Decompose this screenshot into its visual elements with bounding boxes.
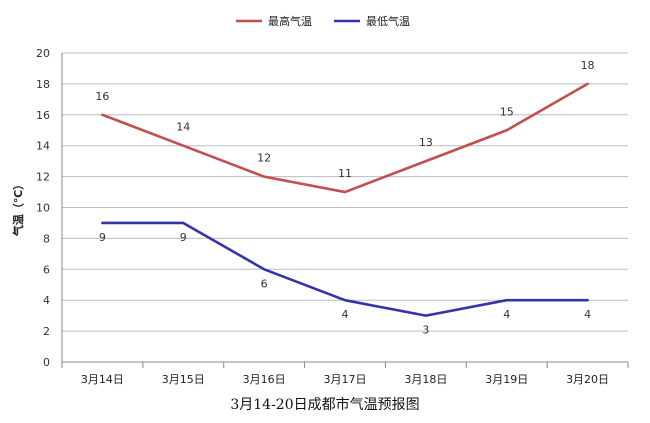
data-label-s1-6: 4 [584,308,591,321]
y-axis-label: 气温（℃） [11,179,25,237]
x-tick-label-0: 3月14日 [81,373,124,386]
chart-caption: 3月14-20日成都市气温预报图 [230,397,420,413]
y-tick-label-16: 16 [36,109,50,122]
y-tick-label-18: 18 [36,78,50,91]
legend-label-0: 最高气温 [268,14,312,28]
x-tick-label-2: 3月16日 [243,373,286,386]
data-label-s0-6: 18 [581,59,595,72]
legend-label-1: 最低气温 [366,14,410,28]
series-line-0 [101,82,589,194]
data-label-s1-5: 4 [503,308,510,321]
data-label-s1-3: 4 [342,308,349,321]
data-label-s0-2: 12 [257,152,271,165]
x-tick-label-5: 3月19日 [485,373,528,386]
series-line-1 [101,221,589,317]
y-tick-label-20: 20 [36,47,50,60]
data-label-s0-1: 14 [176,121,190,134]
data-label-s1-1: 9 [180,231,187,244]
x-tick-label-6: 3月20日 [566,373,609,386]
x-tick-label-4: 3月18日 [404,373,447,386]
data-label-s0-4: 13 [419,136,433,149]
x-tick-label-1: 3月15日 [162,373,205,386]
data-label-s0-0: 16 [95,90,109,103]
y-tick-label-6: 6 [43,263,50,276]
y-tick-label-0: 0 [43,356,50,369]
data-label-s0-3: 11 [338,167,352,180]
y-tick-label-12: 12 [36,171,50,184]
y-tick-label-10: 10 [36,202,50,215]
data-label-s1-0: 9 [99,231,106,244]
chart-svg: 0 2 4 6 8 10 12 14 16 18 20 3月14日 3月15日 3月16日 3月17日 3月1… [11,14,629,386]
y-tick-label-8: 8 [43,232,50,245]
y-tick-label-14: 14 [36,140,50,153]
x-tick-label-3: 3月17日 [324,373,367,386]
y-tick-label-4: 4 [43,294,50,307]
data-label-s1-4: 3 [422,324,429,337]
y-tick-label-2: 2 [43,325,50,338]
data-label-s1-2: 6 [261,277,268,290]
data-label-s0-5: 15 [500,105,514,118]
